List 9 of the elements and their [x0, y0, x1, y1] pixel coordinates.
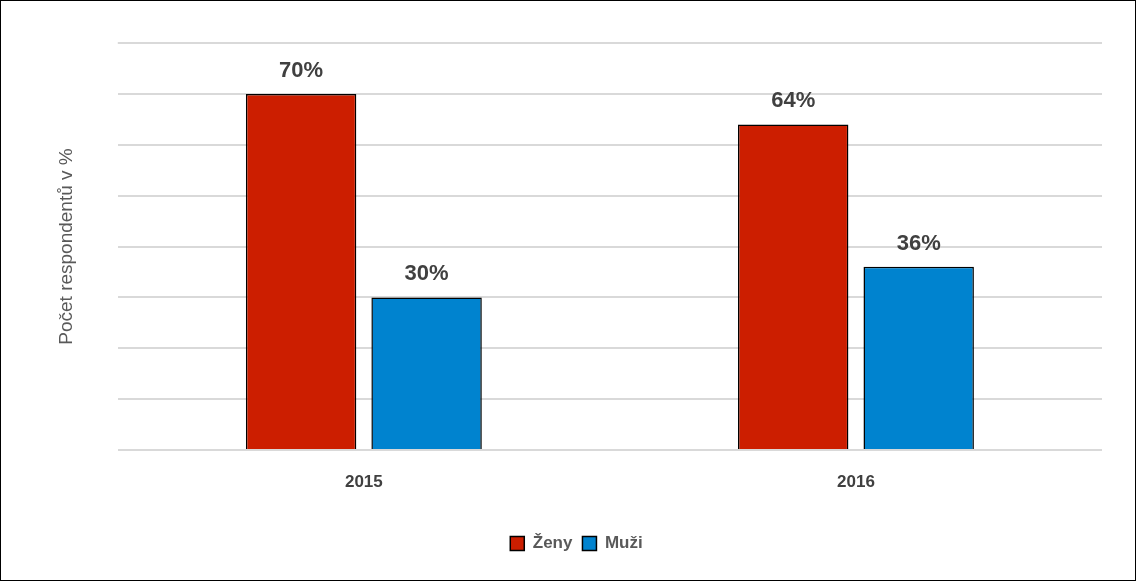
data-label: 30%: [404, 260, 449, 286]
data-label: 36%: [896, 229, 941, 255]
legend-label: Ženy: [532, 533, 573, 553]
x-tick-label: 2015: [344, 471, 383, 491]
legend-label: Muži: [604, 533, 643, 553]
data-label: 70%: [279, 56, 324, 82]
data-label: 64%: [771, 87, 816, 113]
y-axis-title: Počet respondentů v %: [54, 148, 76, 345]
x-tick-label: 2016: [837, 471, 875, 491]
